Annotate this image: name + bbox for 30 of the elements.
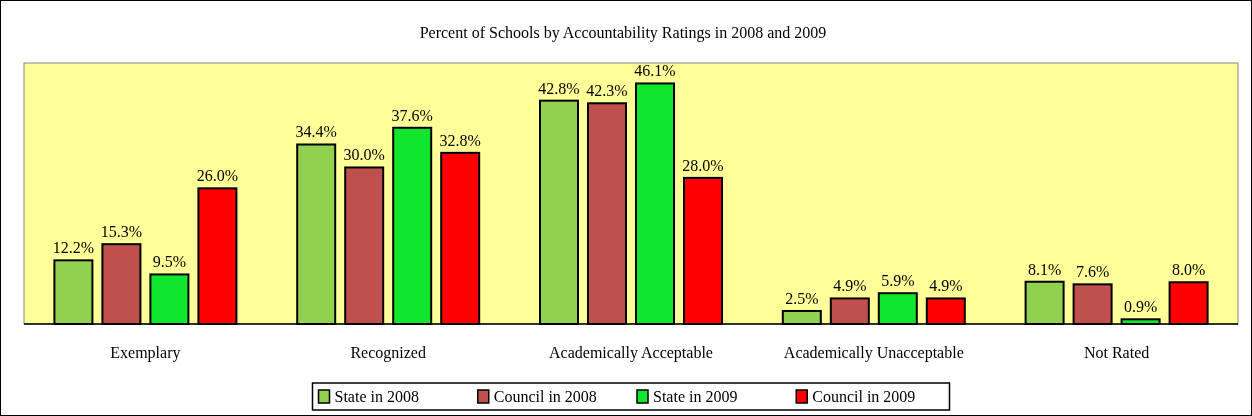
data-label: 8.1% <box>1027 260 1062 278</box>
x-tick-label: Academically Unacceptable <box>783 344 964 362</box>
data-label: 42.3% <box>586 82 628 100</box>
legend-label: Council in 2009 <box>812 388 916 405</box>
data-label: 46.1% <box>634 62 676 80</box>
x-tick-label: Exemplary <box>110 344 181 362</box>
data-label: 4.9% <box>833 277 867 295</box>
chart-title: Percent of Schools by Accountability Ratings in 2008 and 2009 <box>419 24 827 42</box>
data-label: 28.0% <box>682 156 724 174</box>
x-tick-label: Recognized <box>350 344 426 362</box>
data-label: 4.9% <box>929 277 963 295</box>
data-label: 32.8% <box>439 131 481 149</box>
data-label: 0.9% <box>1123 298 1158 316</box>
data-label: 5.9% <box>881 272 915 290</box>
data-label: 8.0% <box>1171 261 1206 279</box>
data-label: 7.6% <box>1075 263 1110 281</box>
data-label: 9.5% <box>152 253 187 271</box>
legend-label: State in 2009 <box>653 388 738 405</box>
data-label: 34.4% <box>295 123 337 141</box>
x-tick-label: Academically Acceptable <box>549 344 713 362</box>
data-label: 37.6% <box>391 106 433 124</box>
data-label: 26.0% <box>196 167 239 185</box>
x-tick-label: Not Rated <box>1083 344 1150 361</box>
data-label: 2.5% <box>785 289 819 307</box>
data-label: 12.2% <box>52 239 95 257</box>
data-label: 42.8% <box>538 79 580 97</box>
data-label: 15.3% <box>100 223 143 241</box>
data-label: 30.0% <box>343 146 385 164</box>
legend-label: Council in 2008 <box>493 388 597 405</box>
legend-label: State in 2008 <box>334 388 419 405</box>
